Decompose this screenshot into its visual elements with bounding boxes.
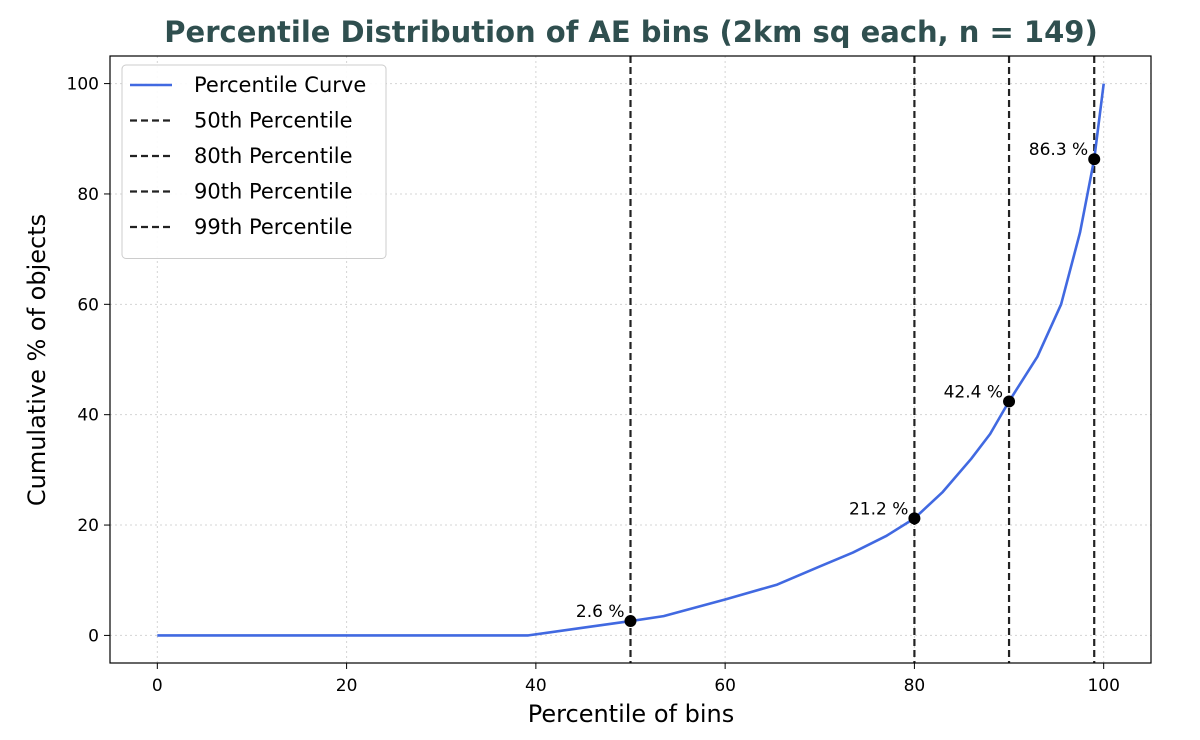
percentile-marker (1088, 153, 1101, 166)
marker-label: 2.6 % (576, 602, 625, 622)
y-tick-label: 80 (77, 185, 99, 205)
marker-label: 21.2 % (849, 499, 908, 519)
legend-label: 50th Percentile (194, 109, 353, 133)
x-tick-label: 60 (714, 676, 736, 696)
axis-ticks: 0 20 40 60 80 100 0 20 40 60 80 100 (67, 75, 1120, 696)
percentile-marker (624, 615, 637, 628)
x-tick-label: 40 (525, 676, 547, 696)
x-tick-label: 80 (904, 676, 926, 696)
marker-label: 86.3 % (1029, 140, 1088, 160)
x-tick-label: 100 (1087, 676, 1119, 696)
percentile-curve-line (157, 83, 1105, 637)
legend-label: 90th Percentile (194, 180, 353, 204)
y-tick-label: 40 (77, 406, 99, 426)
y-tick-label: 20 (77, 516, 99, 536)
y-tick-label: 60 (77, 295, 99, 315)
x-axis-label: Percentile of bins (528, 700, 734, 728)
legend: Percentile Curve 50th Percentile 80th Perc… (121, 64, 387, 259)
x-tick-label: 20 (336, 676, 358, 696)
legend-box (121, 64, 387, 259)
plot-area: 2.6 % 21.2 % 42.4 % 86.3 % (157, 56, 1105, 663)
x-tick-label: 0 (152, 676, 163, 696)
y-tick-label: 0 (88, 626, 99, 646)
y-tick-label: 100 (67, 75, 99, 95)
percentile-marker (1003, 395, 1016, 408)
y-axis-label: Cumulative % of objects (23, 214, 51, 506)
legend-label: 99th Percentile (194, 215, 353, 239)
marker-label: 42.4 % (944, 382, 1003, 402)
legend-label: Percentile Curve (194, 73, 366, 97)
plot-frame (109, 55, 1152, 664)
percentile-marker (908, 512, 921, 525)
legend-label: 80th Percentile (194, 144, 353, 168)
chart-title: Percentile Distribution of AE bins (2km … (164, 15, 1097, 49)
